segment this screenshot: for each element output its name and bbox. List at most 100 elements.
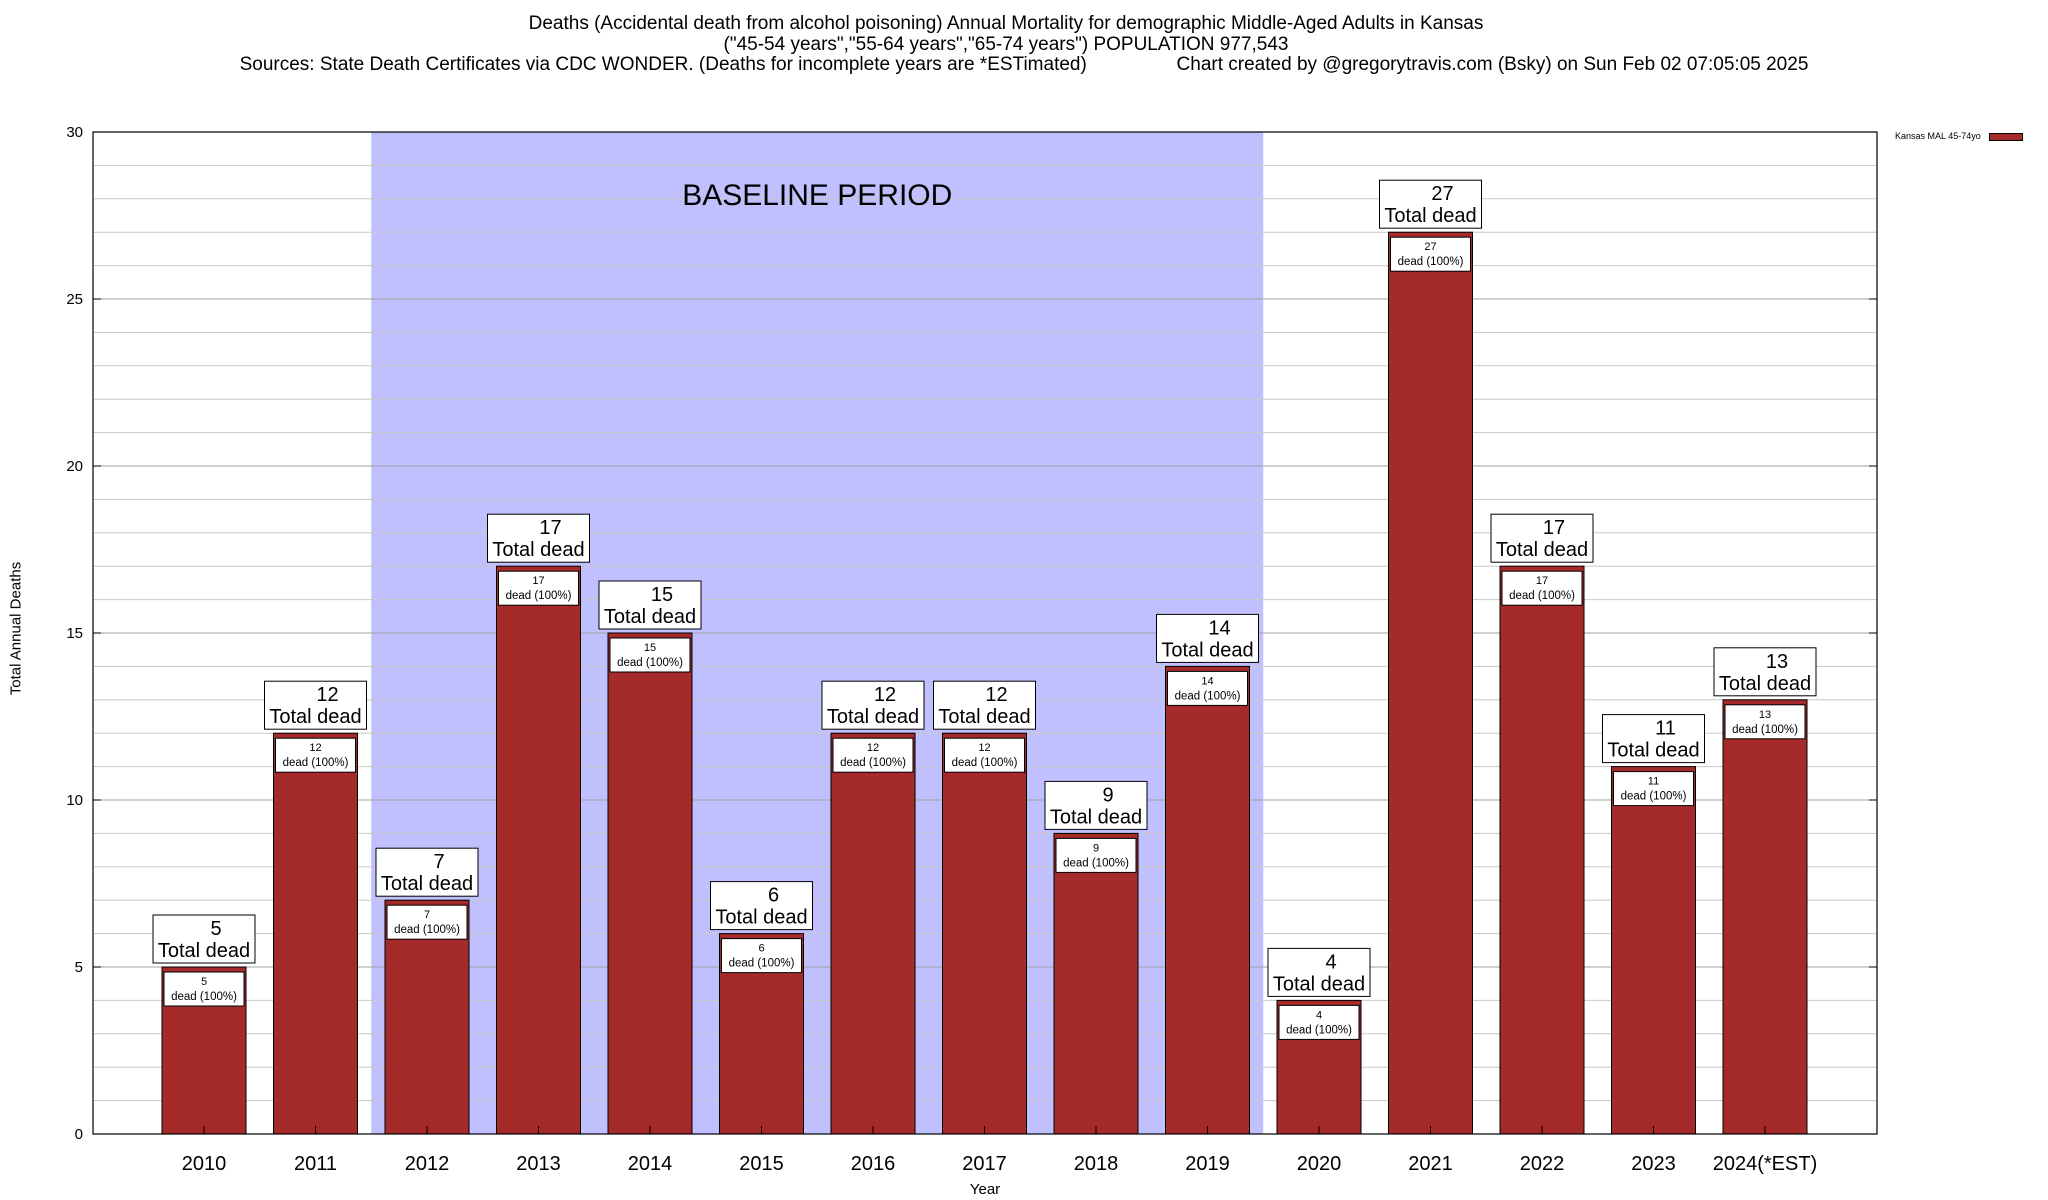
total-value-label: 7 bbox=[433, 851, 444, 873]
bar bbox=[1499, 565, 1585, 1135]
total-label-box bbox=[710, 881, 813, 931]
inner-value-label: 11 bbox=[1648, 776, 1659, 788]
total-label-box bbox=[1156, 613, 1259, 663]
total-value-label: 5 bbox=[210, 918, 221, 940]
inner-percent-label: dead (100%) bbox=[729, 958, 795, 970]
inner-label-box bbox=[944, 737, 1025, 773]
inner-percent-label: dead (100%) bbox=[1063, 857, 1129, 869]
total-value-label: 27 bbox=[1431, 183, 1453, 205]
x-tick-label: 2015 bbox=[739, 1153, 784, 1175]
total-label-box bbox=[487, 513, 590, 563]
inner-percent-label: dead (100%) bbox=[1286, 1024, 1352, 1036]
inner-value-label: 5 bbox=[201, 976, 207, 988]
total-label-box bbox=[1379, 179, 1482, 229]
legend-swatch bbox=[1988, 132, 2023, 141]
total-dead-label: Total dead bbox=[938, 706, 1030, 728]
total-label-box bbox=[598, 580, 702, 630]
chart-title-line-1: Deaths (Accidental death from alcohol po… bbox=[528, 13, 1484, 34]
inner-label-box bbox=[498, 570, 579, 606]
x-tick-label: 2019 bbox=[1185, 1153, 1230, 1175]
x-tick-label: 2022 bbox=[1520, 1153, 1565, 1175]
total-label-box bbox=[821, 680, 925, 730]
chart-title-line-2: ("45-54 years","55-64 years","65-74 year… bbox=[723, 34, 1289, 55]
y-tick-label: 30 bbox=[66, 124, 83, 141]
inner-percent-label: dead (100%) bbox=[506, 590, 572, 602]
y-tick-label: 5 bbox=[75, 959, 83, 976]
total-value-label: 17 bbox=[539, 517, 561, 539]
legend-label: Kansas MAL 45-74yo bbox=[1895, 131, 1981, 141]
total-label-box bbox=[375, 847, 479, 897]
total-value-label: 12 bbox=[316, 684, 338, 706]
x-tick-label: 2017 bbox=[962, 1153, 1007, 1175]
inner-value-label: 12 bbox=[978, 742, 990, 754]
total-dead-label: Total dead bbox=[492, 539, 584, 561]
total-dead-label: Total dead bbox=[381, 873, 473, 895]
total-label-box bbox=[933, 680, 1036, 730]
total-value-label: 17 bbox=[1543, 517, 1565, 539]
x-tick-label: 2018 bbox=[1074, 1153, 1119, 1175]
inner-label-box bbox=[1055, 837, 1137, 873]
x-tick-label: 2014 bbox=[628, 1153, 673, 1175]
total-dead-label: Total dead bbox=[715, 907, 807, 929]
inner-value-label: 9 bbox=[1093, 842, 1099, 854]
total-dead-label: Total dead bbox=[158, 940, 250, 962]
total-value-label: 15 bbox=[651, 584, 673, 606]
total-value-label: 4 bbox=[1325, 951, 1336, 973]
x-tick-label: 2012 bbox=[405, 1153, 450, 1175]
inner-value-label: 12 bbox=[867, 742, 879, 754]
y-tick-label: 25 bbox=[66, 291, 83, 308]
inner-value-label: 12 bbox=[309, 742, 321, 754]
inner-value-label: 14 bbox=[1201, 675, 1213, 687]
bar bbox=[1611, 766, 1696, 1135]
inner-label-box bbox=[386, 904, 468, 940]
inner-percent-label: dead (100%) bbox=[394, 924, 460, 936]
total-dead-label: Total dead bbox=[1719, 673, 1811, 695]
inner-value-label: 17 bbox=[1536, 575, 1548, 587]
inner-percent-label: dead (100%) bbox=[1398, 256, 1464, 268]
bar bbox=[1165, 665, 1250, 1135]
total-dead-label: Total dead bbox=[269, 706, 361, 728]
baseline-region-label: BASELINE PERIOD bbox=[682, 179, 952, 212]
total-label-box bbox=[1713, 647, 1817, 697]
bar bbox=[273, 732, 358, 1135]
total-dead-label: Total dead bbox=[827, 706, 919, 728]
total-dead-label: Total dead bbox=[1496, 539, 1588, 561]
inner-percent-label: dead (100%) bbox=[1509, 590, 1575, 602]
inner-label-box bbox=[1278, 1004, 1360, 1040]
inner-percent-label: dead (100%) bbox=[840, 757, 906, 769]
total-label-box bbox=[264, 680, 367, 730]
plot-frame bbox=[92, 131, 1878, 1135]
x-tick-label: 2016 bbox=[851, 1153, 896, 1175]
inner-label-box bbox=[1724, 704, 1806, 740]
x-tick-label: 2020 bbox=[1297, 1153, 1342, 1175]
inner-label-box bbox=[275, 737, 356, 773]
total-label-box bbox=[152, 914, 256, 964]
total-label-box bbox=[1602, 714, 1705, 764]
y-tick-label: 15 bbox=[66, 625, 83, 642]
x-tick-label: 2010 bbox=[182, 1153, 227, 1175]
inner-value-label: 13 bbox=[1759, 709, 1771, 721]
bar bbox=[1722, 699, 1808, 1135]
bar bbox=[496, 565, 581, 1135]
inner-percent-label: dead (100%) bbox=[1732, 724, 1798, 736]
x-tick-label: 2011 bbox=[294, 1153, 337, 1175]
total-value-label: 12 bbox=[985, 684, 1007, 706]
inner-percent-label: dead (100%) bbox=[283, 757, 349, 769]
total-dead-label: Total dead bbox=[1273, 973, 1365, 995]
inner-label-box bbox=[721, 938, 802, 974]
x-axis-label: Year bbox=[969, 1181, 1001, 1198]
bar bbox=[1053, 832, 1139, 1135]
total-value-label: 11 bbox=[1655, 718, 1676, 740]
inner-label-box bbox=[163, 971, 245, 1007]
bar bbox=[830, 732, 916, 1135]
inner-label-box bbox=[1167, 670, 1248, 706]
y-tick-label: 20 bbox=[66, 458, 83, 475]
total-value-label: 14 bbox=[1208, 617, 1230, 639]
inner-value-label: 6 bbox=[758, 943, 764, 955]
total-dead-label: Total dead bbox=[1607, 740, 1699, 762]
inner-label-box bbox=[1390, 236, 1471, 272]
total-value-label: 9 bbox=[1102, 784, 1113, 806]
inner-value-label: 7 bbox=[424, 909, 430, 921]
total-value-label: 13 bbox=[1766, 651, 1788, 673]
